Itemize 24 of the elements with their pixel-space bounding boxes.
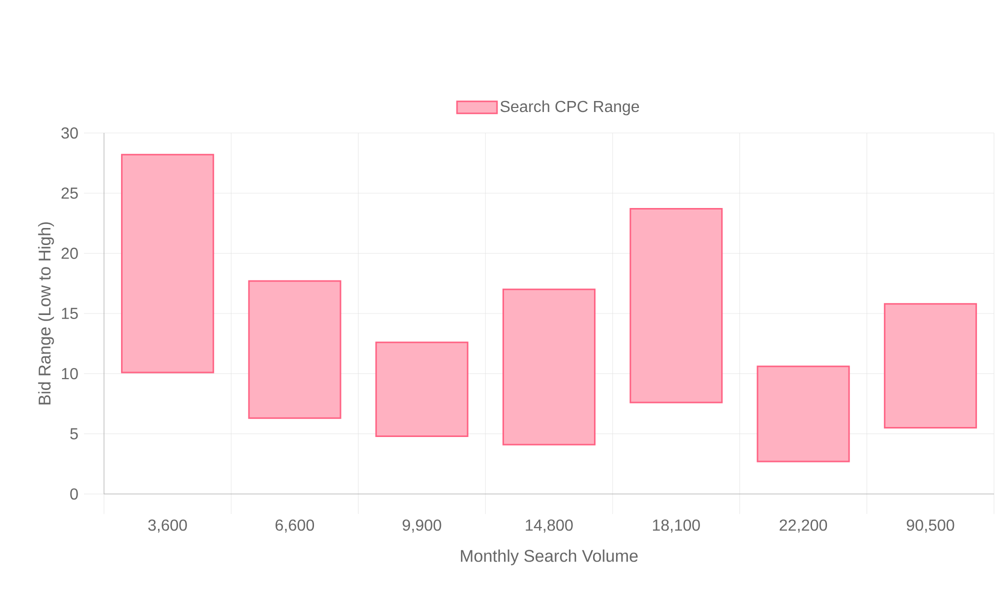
y-tick-label: 10 [62, 368, 78, 380]
bar [502, 288, 596, 446]
y-tick-label: 20 [62, 248, 78, 259]
x-tick-label: 90,500 [906, 520, 954, 533]
bar [121, 154, 214, 374]
x-tick-label: 3,600 [148, 520, 187, 533]
x-tick-label: 14,800 [526, 520, 573, 533]
x-tick-label: 9,900 [402, 520, 442, 533]
y-tick-label: 25 [62, 188, 78, 199]
y-tick-label: 0 [70, 488, 78, 500]
bar [756, 366, 850, 462]
y-tick-label: 30 [61, 127, 78, 139]
y-tick-label: 15 [62, 308, 78, 320]
y-axis-title: Bid Range (Low to High) [38, 222, 54, 404]
x-tick-label: 18,100 [652, 520, 700, 533]
legend-label: Search CPC Range [500, 100, 640, 116]
bar [375, 342, 468, 437]
x-tick-label: 22,200 [780, 520, 828, 533]
bar [630, 208, 723, 404]
bar [248, 280, 342, 419]
x-axis-title: Monthly Search Volume [460, 550, 638, 566]
x-tick-label: 6,600 [276, 520, 314, 533]
y-tick-label: 5 [70, 428, 78, 440]
bar [884, 303, 977, 429]
